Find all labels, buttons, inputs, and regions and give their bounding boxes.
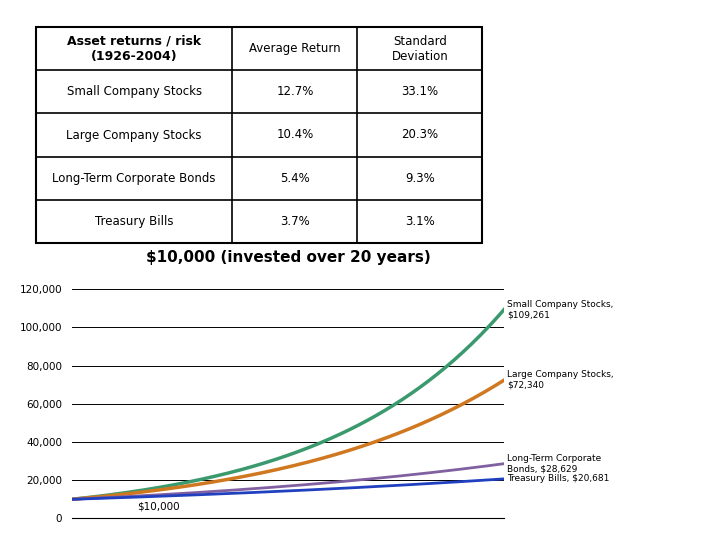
Text: Average Return: Average Return — [249, 42, 341, 55]
Text: 3.1%: 3.1% — [405, 215, 435, 228]
Text: 12.7%: 12.7% — [276, 85, 314, 98]
Text: Standard
Deviation: Standard Deviation — [392, 35, 449, 63]
Text: Treasury Bills, $20,681: Treasury Bills, $20,681 — [507, 474, 610, 483]
Text: $10,000: $10,000 — [137, 501, 179, 511]
Text: 10.4%: 10.4% — [276, 129, 313, 141]
Text: 33.1%: 33.1% — [401, 85, 438, 98]
Text: Large Company Stocks: Large Company Stocks — [66, 129, 202, 141]
Text: Small Company Stocks,
$109,261: Small Company Stocks, $109,261 — [507, 300, 613, 319]
Text: Large Company Stocks,
$72,340: Large Company Stocks, $72,340 — [507, 370, 614, 390]
Text: Treasury Bills: Treasury Bills — [95, 215, 174, 228]
Text: Long-Term Corporate
Bonds, $28,629: Long-Term Corporate Bonds, $28,629 — [507, 454, 601, 474]
Text: Long-Term Corporate Bonds: Long-Term Corporate Bonds — [53, 172, 216, 185]
Text: 20.3%: 20.3% — [401, 129, 438, 141]
Text: Asset returns / risk
(1926-2004): Asset returns / risk (1926-2004) — [67, 35, 202, 63]
Text: 9.3%: 9.3% — [405, 172, 435, 185]
Text: 5.4%: 5.4% — [280, 172, 310, 185]
Text: Small Company Stocks: Small Company Stocks — [67, 85, 202, 98]
Text: 3.7%: 3.7% — [280, 215, 310, 228]
Title: $10,000 (invested over 20 years): $10,000 (invested over 20 years) — [145, 249, 431, 265]
